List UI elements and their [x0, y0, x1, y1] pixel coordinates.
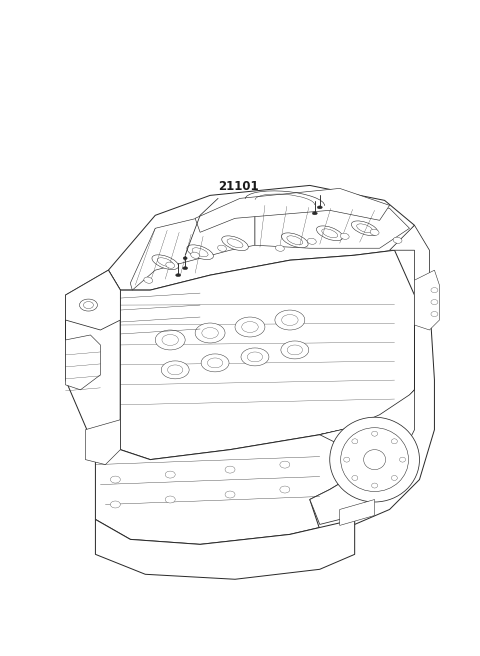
Ellipse shape [370, 229, 379, 236]
Ellipse shape [322, 229, 338, 237]
Polygon shape [340, 499, 374, 525]
Polygon shape [96, 520, 355, 579]
Ellipse shape [201, 354, 229, 372]
Ellipse shape [391, 476, 397, 480]
Ellipse shape [352, 476, 358, 480]
Ellipse shape [352, 439, 358, 443]
Ellipse shape [340, 234, 349, 239]
Ellipse shape [276, 245, 284, 251]
Ellipse shape [225, 466, 235, 473]
Ellipse shape [165, 471, 175, 478]
Ellipse shape [312, 212, 317, 215]
Ellipse shape [165, 496, 175, 503]
Ellipse shape [287, 236, 303, 245]
Ellipse shape [222, 236, 248, 251]
Ellipse shape [431, 312, 438, 317]
Ellipse shape [372, 483, 378, 488]
Polygon shape [255, 195, 409, 248]
Polygon shape [120, 250, 415, 460]
Polygon shape [310, 390, 415, 524]
Ellipse shape [162, 335, 179, 346]
Ellipse shape [330, 417, 420, 502]
Ellipse shape [187, 245, 214, 260]
Ellipse shape [157, 258, 173, 266]
Ellipse shape [247, 352, 263, 362]
Ellipse shape [192, 248, 208, 256]
Polygon shape [65, 270, 120, 449]
Ellipse shape [364, 449, 385, 470]
Ellipse shape [217, 245, 227, 251]
Ellipse shape [84, 302, 94, 308]
Ellipse shape [316, 226, 343, 241]
Ellipse shape [183, 256, 187, 260]
Ellipse shape [372, 431, 378, 436]
Ellipse shape [281, 341, 309, 359]
Ellipse shape [391, 439, 397, 443]
Ellipse shape [282, 314, 298, 325]
Polygon shape [96, 420, 390, 544]
Polygon shape [195, 188, 390, 232]
Ellipse shape [399, 457, 406, 462]
Polygon shape [310, 295, 434, 529]
Polygon shape [390, 225, 430, 300]
Ellipse shape [280, 486, 290, 493]
Ellipse shape [161, 361, 189, 379]
Ellipse shape [166, 262, 175, 268]
Ellipse shape [227, 239, 243, 248]
Ellipse shape [152, 255, 179, 270]
Ellipse shape [317, 206, 322, 209]
Polygon shape [130, 211, 255, 290]
Ellipse shape [176, 274, 180, 277]
Ellipse shape [110, 501, 120, 508]
Ellipse shape [144, 277, 153, 283]
Ellipse shape [110, 476, 120, 483]
Ellipse shape [168, 365, 183, 375]
Ellipse shape [202, 327, 218, 338]
Ellipse shape [307, 238, 316, 244]
Polygon shape [65, 270, 120, 330]
Ellipse shape [80, 299, 97, 311]
Ellipse shape [235, 317, 265, 337]
Ellipse shape [155, 330, 185, 350]
Ellipse shape [207, 358, 223, 368]
Ellipse shape [344, 457, 350, 462]
Ellipse shape [280, 461, 290, 468]
Ellipse shape [351, 221, 378, 236]
Ellipse shape [241, 348, 269, 366]
Polygon shape [108, 186, 415, 290]
Ellipse shape [275, 310, 305, 330]
Ellipse shape [225, 491, 235, 498]
Polygon shape [85, 420, 120, 464]
Text: 21101: 21101 [218, 180, 259, 194]
Ellipse shape [357, 224, 372, 233]
Ellipse shape [287, 345, 302, 355]
Ellipse shape [242, 321, 258, 333]
Ellipse shape [195, 323, 225, 343]
Ellipse shape [183, 267, 188, 270]
Ellipse shape [341, 428, 408, 491]
Polygon shape [415, 270, 439, 330]
Ellipse shape [431, 287, 438, 293]
Ellipse shape [282, 233, 308, 247]
Ellipse shape [393, 237, 402, 243]
Polygon shape [65, 335, 100, 390]
Ellipse shape [431, 300, 438, 304]
Ellipse shape [191, 252, 200, 258]
